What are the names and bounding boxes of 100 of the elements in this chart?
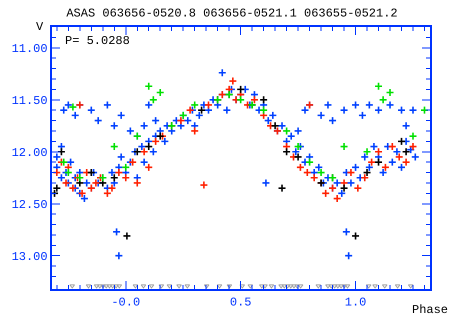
point bbox=[76, 173, 84, 182]
point bbox=[362, 147, 372, 156]
x-axis-title: Phase bbox=[412, 303, 448, 317]
y-tick-label: 13.00 bbox=[12, 250, 48, 264]
point bbox=[332, 284, 338, 288]
point bbox=[316, 284, 322, 288]
point bbox=[148, 284, 154, 288]
point bbox=[86, 168, 96, 177]
point bbox=[52, 168, 62, 177]
point bbox=[64, 163, 73, 172]
point bbox=[132, 147, 142, 156]
point bbox=[354, 184, 362, 192]
point bbox=[402, 147, 410, 156]
point bbox=[57, 147, 66, 156]
point bbox=[103, 189, 112, 198]
x-tick-label: 1.0 bbox=[344, 295, 366, 310]
point bbox=[224, 85, 234, 94]
annotation: P= 5.0288 bbox=[65, 34, 130, 48]
point bbox=[204, 284, 210, 288]
point bbox=[310, 173, 318, 182]
point bbox=[226, 284, 232, 288]
point bbox=[114, 168, 124, 177]
point bbox=[278, 184, 286, 192]
y-tick-label: 11.00 bbox=[12, 42, 48, 56]
point bbox=[190, 100, 199, 110]
point bbox=[110, 284, 116, 288]
point bbox=[278, 284, 284, 288]
point bbox=[52, 184, 62, 192]
point bbox=[149, 95, 158, 104]
point bbox=[335, 284, 341, 288]
point bbox=[186, 106, 194, 114]
point bbox=[236, 85, 245, 94]
x-tick-label: -0.0 bbox=[111, 295, 140, 310]
point bbox=[332, 194, 342, 203]
point bbox=[144, 142, 154, 151]
point bbox=[121, 163, 130, 172]
y-tick-label: 12.50 bbox=[12, 198, 48, 212]
point bbox=[284, 284, 290, 288]
point bbox=[408, 142, 418, 151]
point bbox=[132, 284, 138, 288]
point bbox=[140, 147, 148, 156]
point bbox=[166, 284, 172, 288]
point bbox=[316, 168, 326, 177]
point bbox=[282, 142, 291, 151]
point bbox=[259, 106, 268, 114]
point bbox=[248, 284, 254, 288]
point bbox=[381, 163, 390, 172]
point bbox=[340, 142, 348, 151]
point bbox=[340, 184, 348, 192]
point bbox=[259, 111, 268, 120]
point bbox=[144, 82, 154, 91]
point bbox=[270, 121, 280, 130]
point bbox=[420, 106, 429, 114]
point bbox=[94, 284, 100, 288]
point bbox=[121, 173, 130, 182]
point bbox=[200, 180, 208, 190]
point bbox=[344, 284, 350, 288]
x-tick-label: 0.5 bbox=[230, 295, 252, 310]
y-axis-title: V bbox=[36, 20, 44, 34]
point bbox=[372, 284, 378, 288]
point bbox=[236, 95, 245, 104]
point bbox=[408, 132, 418, 140]
point bbox=[367, 158, 376, 166]
point bbox=[216, 284, 222, 288]
point bbox=[132, 178, 142, 188]
point bbox=[338, 284, 344, 288]
point bbox=[151, 137, 160, 146]
point bbox=[228, 76, 238, 86]
point bbox=[110, 173, 119, 182]
point bbox=[156, 88, 165, 97]
point bbox=[110, 142, 119, 151]
point bbox=[351, 232, 360, 240]
point bbox=[328, 284, 334, 288]
point bbox=[68, 102, 78, 112]
point bbox=[362, 168, 372, 177]
point bbox=[184, 284, 190, 288]
point bbox=[59, 158, 68, 166]
point bbox=[268, 284, 274, 288]
point bbox=[346, 168, 356, 177]
point bbox=[302, 168, 312, 177]
point bbox=[360, 173, 370, 182]
point bbox=[64, 168, 73, 177]
point bbox=[86, 284, 92, 288]
point bbox=[176, 284, 182, 288]
point bbox=[259, 95, 268, 104]
point bbox=[378, 95, 388, 104]
point bbox=[144, 163, 154, 172]
point bbox=[394, 152, 404, 162]
point bbox=[282, 126, 291, 136]
point bbox=[116, 284, 122, 288]
point bbox=[250, 95, 259, 104]
point bbox=[108, 184, 116, 192]
point bbox=[262, 284, 268, 288]
point bbox=[156, 132, 165, 140]
point bbox=[298, 284, 304, 288]
point bbox=[386, 88, 394, 97]
point bbox=[374, 158, 383, 166]
point bbox=[62, 178, 70, 188]
point bbox=[305, 158, 314, 166]
point bbox=[294, 152, 302, 162]
